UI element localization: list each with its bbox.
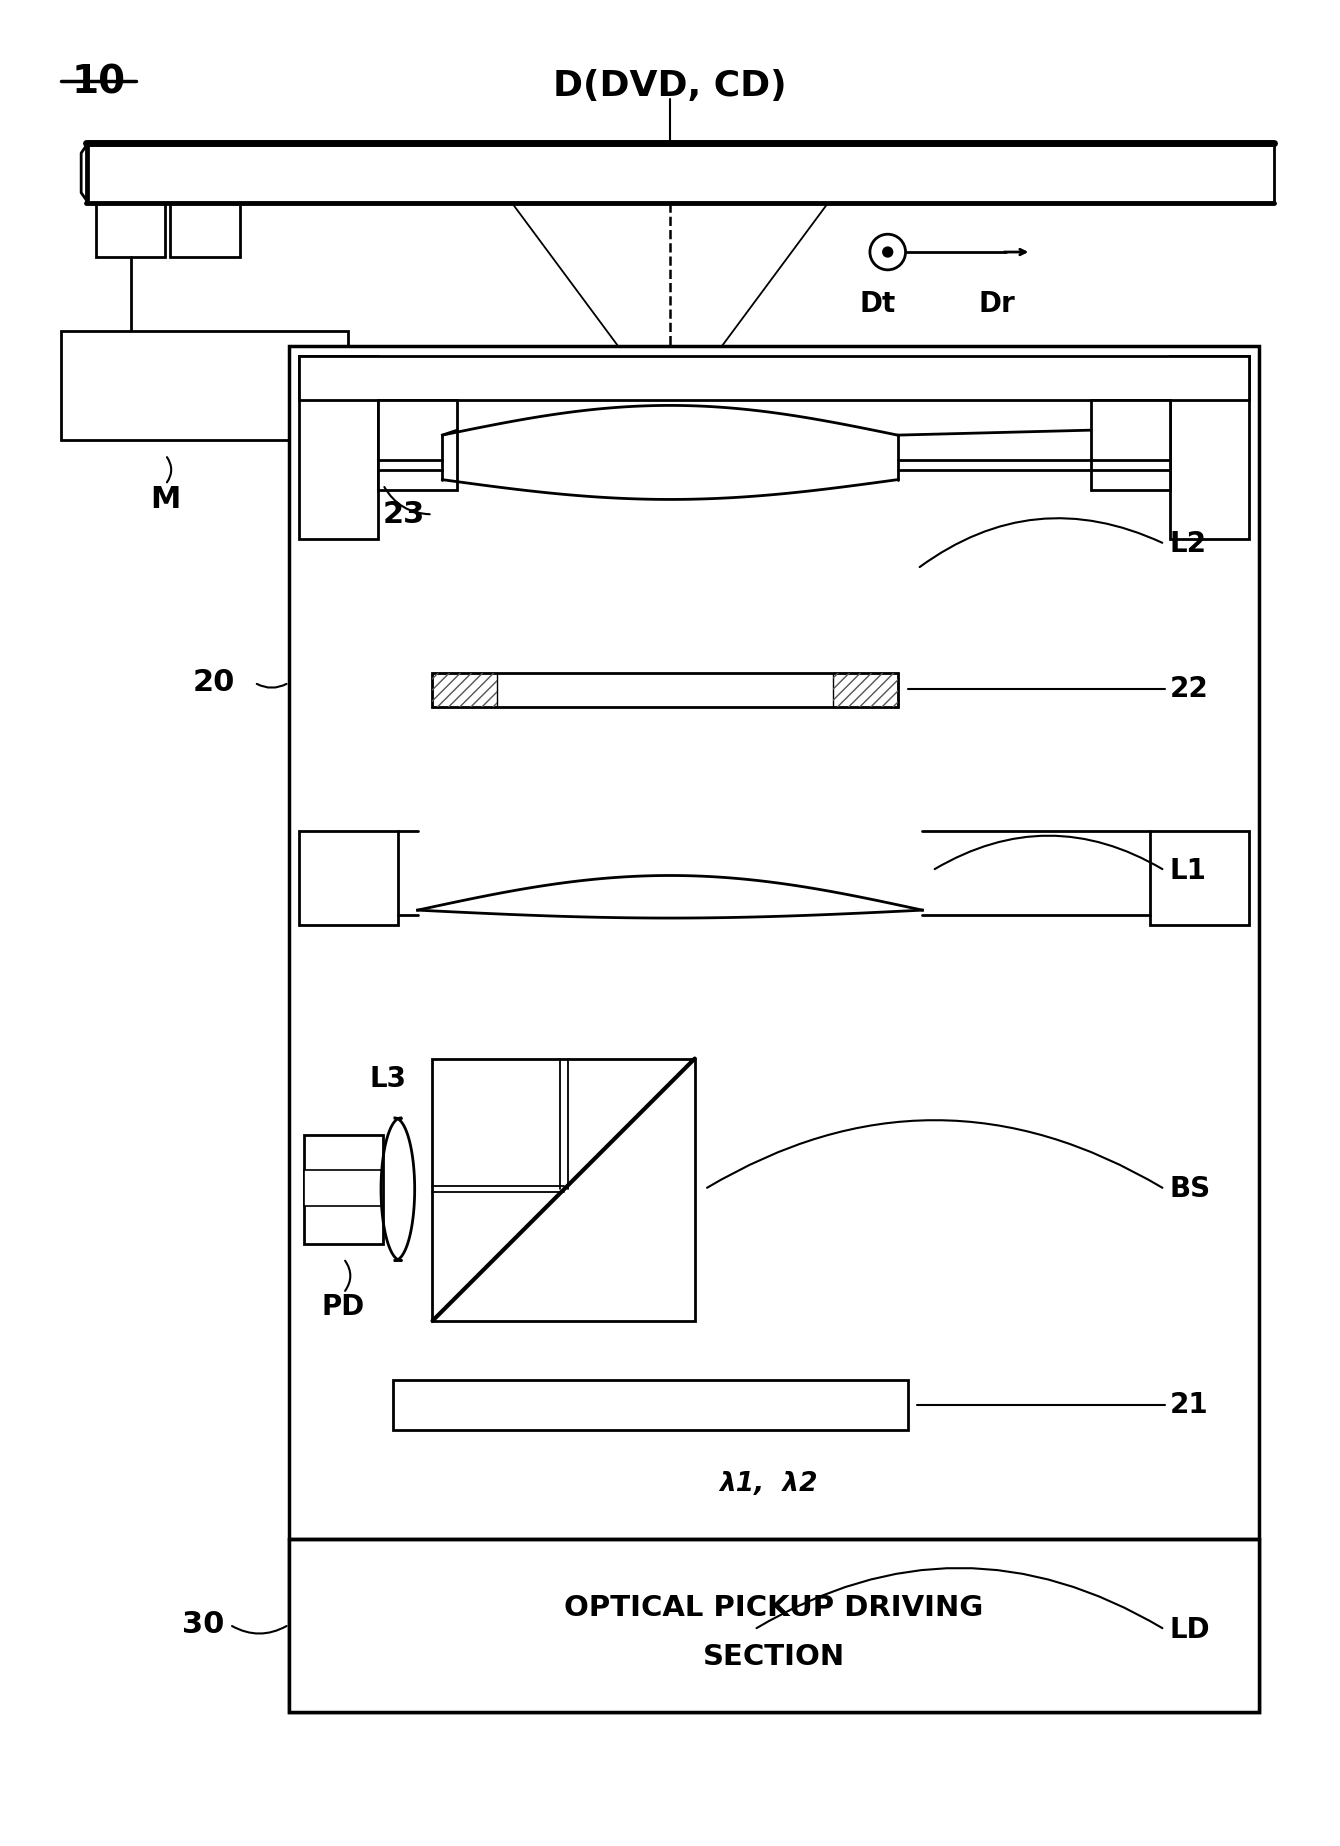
Bar — [833, 672, 898, 707]
Bar — [433, 672, 497, 707]
Bar — [833, 672, 898, 707]
Bar — [393, 1381, 907, 1429]
Bar — [299, 356, 378, 539]
Text: 20: 20 — [192, 668, 234, 698]
Bar — [289, 345, 1258, 1711]
Text: 22: 22 — [1170, 676, 1209, 703]
Bar — [433, 672, 898, 707]
Text: 23: 23 — [383, 500, 425, 528]
Bar — [378, 401, 457, 489]
Text: L1: L1 — [1170, 857, 1206, 884]
Bar — [96, 203, 165, 257]
Bar — [433, 672, 497, 707]
Text: 30: 30 — [182, 1610, 225, 1639]
Text: OPTICAL PICKUP DRIVING: OPTICAL PICKUP DRIVING — [564, 1593, 984, 1623]
Text: L2: L2 — [1170, 530, 1207, 557]
Bar — [1091, 401, 1170, 489]
Bar — [299, 831, 398, 925]
Text: Dt: Dt — [860, 290, 896, 318]
Bar — [532, 1549, 744, 1711]
Bar — [170, 203, 240, 257]
Text: M: M — [150, 485, 181, 513]
Text: L3: L3 — [370, 1065, 406, 1093]
Text: PD: PD — [322, 1294, 364, 1322]
Text: LD: LD — [1170, 1615, 1210, 1643]
Text: BS: BS — [1170, 1176, 1211, 1204]
Bar — [304, 1135, 383, 1244]
Bar — [433, 1058, 694, 1322]
Text: SECTION: SECTION — [704, 1643, 846, 1671]
Bar — [1150, 831, 1249, 925]
Bar — [299, 356, 1249, 401]
Bar — [289, 1538, 1258, 1711]
Text: Dr: Dr — [978, 290, 1014, 318]
Bar — [1170, 356, 1249, 539]
Bar — [62, 330, 348, 439]
Circle shape — [883, 247, 892, 257]
Text: 10: 10 — [71, 65, 126, 102]
Text: λ1,  λ2: λ1, λ2 — [720, 1471, 817, 1497]
Text: D(DVD, CD): D(DVD, CD) — [553, 68, 787, 103]
Bar — [304, 1170, 383, 1205]
Bar — [86, 144, 1274, 203]
Text: 21: 21 — [1170, 1390, 1209, 1420]
